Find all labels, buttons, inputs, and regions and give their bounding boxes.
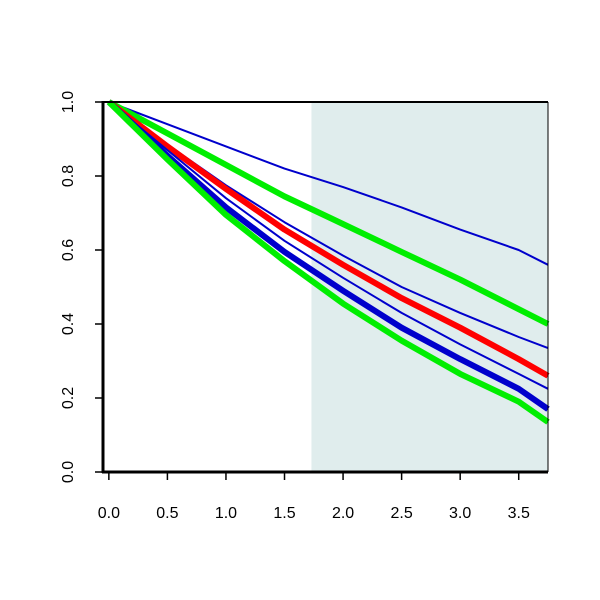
series-line-2 (107, 99, 550, 327)
y-tick-label-5: 0.8 (60, 165, 77, 187)
y-tick-label-3: 0.4 (60, 313, 77, 335)
series-line-5 (108, 101, 549, 390)
shaded-region (311, 102, 548, 472)
x-tick-label-7: 3.0 (449, 505, 471, 522)
series-layer (106, 99, 550, 425)
x-tick-label-6: 2.5 (390, 505, 412, 522)
y-tick-label-1: 0.0 (60, 461, 77, 483)
x-axis: 0.0 0.5 1.0 1.5 2.0 2.5 3.0 3.5 (98, 472, 530, 522)
shaded-region-layer (311, 102, 548, 472)
x-tick-label-1: 0.0 (98, 505, 120, 522)
y-axis: 0.0 0.2 0.4 0.6 0.8 1.0 (60, 91, 103, 483)
x-tick-label-2: 0.5 (156, 505, 178, 522)
plot-frame-layer (101, 101, 549, 474)
x-tick-label-4: 1.5 (273, 505, 295, 522)
series-line-6 (106, 99, 550, 412)
series-line-7 (106, 99, 550, 425)
x-tick-label-3: 1.0 (215, 505, 237, 522)
series-line-1 (108, 101, 549, 266)
y-tick-label-6: 1.0 (60, 91, 77, 113)
x-tick-label-5: 2.0 (332, 505, 354, 522)
y-tick-label-4: 0.6 (60, 239, 77, 261)
x-tick-label-8: 3.5 (508, 505, 530, 522)
series-line-4 (107, 99, 550, 379)
y-tick-label-2: 0.2 (60, 387, 77, 409)
